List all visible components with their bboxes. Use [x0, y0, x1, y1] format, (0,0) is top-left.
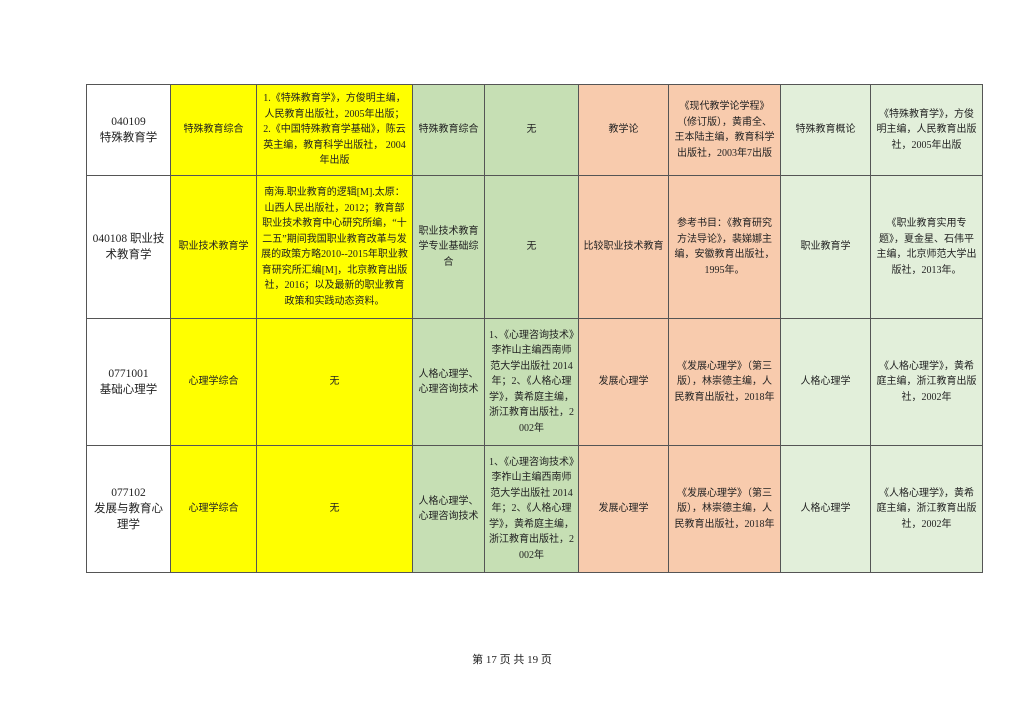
cell-addon-books: 《人格心理学》，黄希庭主编，浙江教育出版社，2002年	[870, 318, 983, 446]
cell-retest: 比较职业技术教育	[578, 175, 669, 319]
cell-retest-books: 《发展心理学》（第三版），林崇德主编，人民教育出版社，2018年	[668, 318, 781, 446]
cell-retest-books: 《现代教学论学程》（修订版），黄甫全、王本陆主编，教育科学出版社，2003年7出…	[668, 84, 781, 176]
cell-major: 040108 职业技术教育学	[86, 175, 171, 319]
cell-exam1: 心理学综合	[170, 318, 257, 446]
cell-exam2-books: 1、《心理咨询技术》李祚山主编西南师范大学出版社 2014年；2、《人格心理学》…	[484, 318, 579, 446]
table-row: 077102 发展与教育心理学 心理学综合无人格心理学、心理咨询技术 1、《心理咨询…	[86, 445, 983, 573]
cell-exam1-books: 无	[256, 318, 413, 446]
cell-retest-books: 参考书目：《教育研究方法导论》，裴娣娜主编，安徽教育出版社，1995年。	[668, 175, 781, 319]
program-table: 040109 特殊教育学 特殊教育综合 1.《特殊教育学》，方俊明主编，人民教育出版…	[86, 84, 983, 573]
cell-exam2: 职业技术教育学专业基础综合	[412, 175, 485, 319]
cell-exam2-books: 无	[484, 175, 579, 319]
cell-retest-books: 《发展心理学》（第三版），林崇德主编，人民教育出版社，2018年	[668, 445, 781, 573]
cell-exam2: 人格心理学、心理咨询技术	[412, 318, 485, 446]
cell-addon-books: 《人格心理学》，黄希庭主编，浙江教育出版社，2002年	[870, 445, 983, 573]
cell-exam2: 特殊教育综合	[412, 84, 485, 176]
cell-exam1-books: 南海.职业教育的逻辑[M].太原：山西人民出版社，2012；教育部职业技术教育中…	[256, 175, 413, 319]
cell-major: 0771001 基础心理学	[86, 318, 171, 446]
cell-retest: 教学论	[578, 84, 669, 176]
cell-addon: 特殊教育概论	[780, 84, 871, 176]
cell-exam2: 人格心理学、心理咨询技术	[412, 445, 485, 573]
cell-addon-books: 《特殊教育学》，方俊明主编，人民教育出版社，2005年出版	[870, 84, 983, 176]
cell-exam1-books: 1.《特殊教育学》，方俊明主编，人民教育出版社，2005年出版；2.《中国特殊教…	[256, 84, 413, 176]
page-footer: 第 17 页 共 19 页	[472, 654, 552, 666]
cell-addon-books: 《职业教育实用专题》，夏金星、石伟平主编，北京师范大学出版社，2013年。	[870, 175, 983, 319]
table-row: 040109 特殊教育学 特殊教育综合 1.《特殊教育学》，方俊明主编，人民教育出版…	[86, 84, 983, 176]
cell-major: 040109 特殊教育学	[86, 84, 171, 176]
cell-major: 077102 发展与教育心理学	[86, 445, 171, 573]
cell-retest: 发展心理学	[578, 318, 669, 446]
cell-exam2-books: 无	[484, 84, 579, 176]
cell-addon: 职业教育学	[780, 175, 871, 319]
cell-exam1: 职业技术教育学	[170, 175, 257, 319]
cell-addon: 人格心理学	[780, 318, 871, 446]
cell-addon: 人格心理学	[780, 445, 871, 573]
table-row: 0771001 基础心理学 心理学综合无人格心理学、心理咨询技术 1、《心理咨询技术…	[86, 318, 983, 446]
cell-exam1-books: 无	[256, 445, 413, 573]
cell-retest: 发展心理学	[578, 445, 669, 573]
cell-exam1: 心理学综合	[170, 445, 257, 573]
table-row: 040108 职业技术教育学 职业技术教育学 南海.职业教育的逻辑[M].太原：山西…	[86, 175, 983, 319]
cell-exam1: 特殊教育综合	[170, 84, 257, 176]
cell-exam2-books: 1、《心理咨询技术》李祚山主编西南师范大学出版社 2014年；2、《人格心理学》…	[484, 445, 579, 573]
